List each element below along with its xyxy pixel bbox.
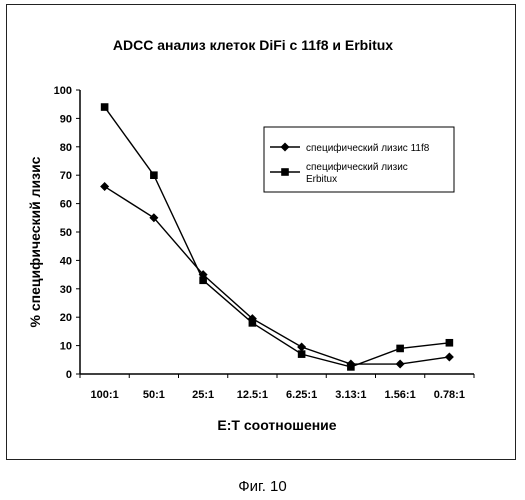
x-tick-label: 12.5:1 [237,389,268,401]
x-tick-label: 1.56:1 [385,389,416,401]
y-tick-label: 90 [60,113,72,125]
data-point-square [199,276,207,284]
y-ticks: 0 10 20 30 40 50 60 70 80 90 100 [54,85,80,381]
x-tick-label: 6.25:1 [286,389,317,401]
x-tick-label: 25:1 [192,389,214,401]
y-tick-label: 0 [66,369,72,381]
figure-caption: Фиг. 10 [0,478,525,495]
x-axis-title: E:T соотношение [217,417,336,433]
data-point-square [347,363,355,371]
series-line [105,187,450,365]
legend-label: специфический лизис 11f8 [306,142,430,154]
y-tick-label: 70 [60,170,72,182]
x-tick-label: 100:1 [91,389,119,401]
data-point-diamond [396,360,405,369]
y-tick-label: 30 [60,284,72,296]
data-point-square [446,339,454,347]
y-tick-label: 40 [60,255,72,267]
y-tick-label: 10 [60,341,72,353]
data-point-square [101,103,109,111]
y-axis-title: % специфический лизис [27,156,43,327]
legend-marker [281,168,289,176]
y-tick-label: 80 [60,142,72,154]
series-1 [100,182,454,369]
x-ticks: 100:1 50:1 25:1 12.5:1 6.25:1 3.13:1 1.56:1 0.7… [80,374,474,401]
data-point-diamond [100,182,109,191]
y-tick-label: 50 [60,227,72,239]
y-tick-label: 20 [60,312,72,324]
legend: специфический лизис 11f8специфический ли… [264,127,454,192]
chart-title: ADCC анализ клеток DiFi с 11f8 и Erbitux [113,37,393,53]
y-tick-label: 100 [54,85,72,97]
data-point-diamond [297,343,306,352]
data-point-diamond [445,352,454,361]
legend-box [264,127,454,192]
y-tick-label: 60 [60,199,72,211]
data-point-square [298,350,306,358]
data-point-square [396,345,404,353]
x-tick-label: 50:1 [143,389,165,401]
x-tick-label: 0.78:1 [434,389,465,401]
x-tick-label: 3.13:1 [335,389,366,401]
data-point-square [150,171,158,179]
data-point-square [249,319,257,327]
